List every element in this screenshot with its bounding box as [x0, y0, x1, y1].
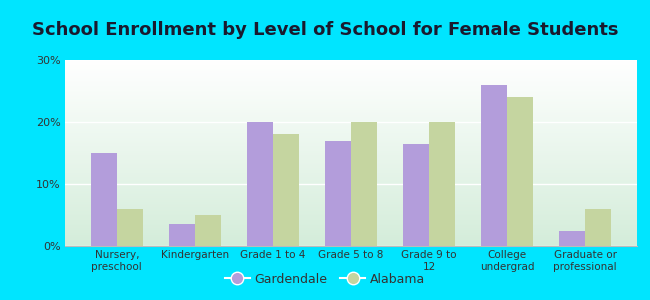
Bar: [117, 209, 142, 246]
Text: School Enrollment by Level of School for Female Students: School Enrollment by Level of School for…: [32, 21, 618, 39]
Bar: [351, 122, 377, 246]
Bar: [325, 141, 351, 246]
Bar: [247, 122, 273, 246]
Bar: [585, 209, 611, 246]
Legend: Gardendale, Alabama: Gardendale, Alabama: [220, 268, 430, 291]
Bar: [169, 224, 195, 246]
Bar: [482, 85, 507, 246]
Bar: [560, 230, 585, 246]
Bar: [403, 144, 429, 246]
Bar: [507, 97, 533, 246]
Bar: [91, 153, 117, 246]
Bar: [195, 215, 220, 246]
Bar: [273, 134, 299, 246]
Bar: [429, 122, 455, 246]
